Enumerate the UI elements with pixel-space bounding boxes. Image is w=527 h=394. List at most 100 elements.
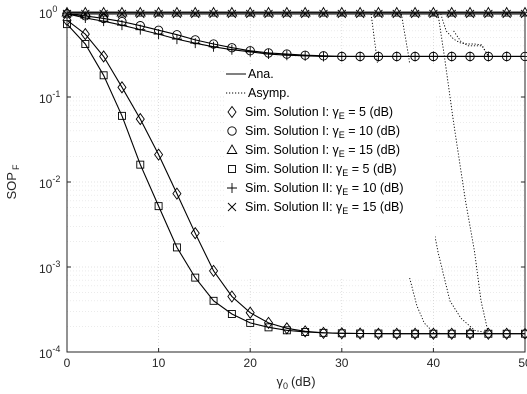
legend-entry: Sim. Solution I: γE = 10 (dB) <box>227 124 400 140</box>
diamond-marker <box>172 187 182 200</box>
square-marker <box>136 160 145 169</box>
square-marker <box>118 111 126 120</box>
diamond-marker <box>447 327 457 341</box>
x-marker <box>355 9 365 19</box>
diamond-marker <box>300 325 310 338</box>
asymptotic-curve <box>453 30 489 57</box>
plus-marker <box>135 24 146 35</box>
legend-label: Sim. Solution II: γE = 10 (dB) <box>245 181 404 197</box>
x-marker <box>209 9 218 19</box>
legend-entry: Sim. Solution I: γE = 15 (dB) <box>226 143 400 159</box>
x-axis-label: γ0 (dB) <box>276 374 315 391</box>
plus-marker <box>190 38 201 49</box>
y-axis-label: SOP F <box>4 164 21 199</box>
diamond-marker <box>117 81 127 94</box>
plus-marker <box>428 51 439 62</box>
x-marker <box>300 9 310 19</box>
x-marker <box>117 9 127 19</box>
plus-marker <box>336 51 347 62</box>
plus-marker <box>98 16 109 27</box>
plus-marker <box>410 51 421 62</box>
y-axis-label-main: SOP <box>4 172 19 199</box>
square-marker <box>209 296 218 305</box>
y-axis-label-subscript: F <box>11 164 21 170</box>
square-marker <box>319 328 328 337</box>
plus-marker <box>208 41 219 52</box>
square-marker <box>484 329 493 338</box>
diamond-marker <box>355 327 365 340</box>
x-marker <box>282 9 292 19</box>
diamond-marker <box>227 290 237 303</box>
square-marker <box>99 71 108 80</box>
legend-entry: Ana. <box>226 67 274 81</box>
legend: Ana. Asymp. Sim. Solution I: γE = 5 (dB) Si… <box>224 64 435 278</box>
square-marker <box>246 318 255 327</box>
diamond-marker <box>154 148 164 161</box>
plus-marker <box>300 50 311 61</box>
plus-marker <box>391 51 402 62</box>
x-tick-label: 10 <box>152 356 166 370</box>
x-marker <box>227 9 237 19</box>
plus-marker <box>171 34 182 45</box>
square-marker <box>411 329 420 338</box>
diamond-marker <box>99 50 109 63</box>
legend-label: Sim. Solution II: γE = 5 (dB) <box>245 162 397 178</box>
square-marker <box>337 329 346 338</box>
square-marker <box>392 329 401 338</box>
x-axis-label-subscript: 0 <box>283 381 288 391</box>
legend-entry: Sim. Solution II: γE = 15 (dB) <box>227 200 404 216</box>
diamond-marker <box>263 316 274 330</box>
square-marker <box>374 329 383 338</box>
diamond-marker <box>135 112 145 126</box>
diamond-marker <box>373 327 383 341</box>
diamond-marker <box>190 226 200 240</box>
legend-marker-triangle <box>226 144 238 154</box>
plus-marker <box>80 12 91 23</box>
plus-marker <box>263 49 274 60</box>
plus-marker <box>153 29 164 40</box>
x-marker <box>172 9 182 19</box>
plus-marker <box>355 51 366 62</box>
x-marker <box>447 9 457 19</box>
x-tick-label: 50 <box>518 356 527 370</box>
x-marker <box>81 9 90 19</box>
diamond-marker <box>392 327 402 341</box>
diamond-marker <box>410 327 420 341</box>
legend-label: Ana. <box>248 67 274 81</box>
plus-marker <box>501 51 512 62</box>
square-marker <box>191 273 200 282</box>
y-tick-label: 10-3 <box>39 259 60 276</box>
plus-marker <box>465 51 476 62</box>
square-marker <box>466 329 474 338</box>
plus-marker <box>483 51 494 62</box>
x-axis-label-symbol: γ <box>276 374 283 389</box>
y-tick-label: 10-1 <box>39 89 60 106</box>
diamond-marker <box>337 327 347 340</box>
square-marker <box>172 243 181 252</box>
legend-background <box>224 64 435 278</box>
x-tick-label: 30 <box>335 356 349 370</box>
square-marker <box>447 329 456 338</box>
plus-marker <box>446 51 457 62</box>
x-tick-label: 0 <box>64 356 71 370</box>
legend-label: Sim. Solution I: γE = 5 (dB) <box>245 105 393 121</box>
square-marker <box>81 40 90 48</box>
plus-marker <box>116 20 127 31</box>
x-tick-label: 40 <box>427 356 441 370</box>
asymptotic-curve <box>437 13 489 334</box>
legend-label: Sim. Solution I: γE = 10 (dB) <box>245 124 400 140</box>
legend-marker-diamond <box>227 105 237 119</box>
legend-marker-x <box>227 202 237 212</box>
asymptotic-curve <box>440 13 489 57</box>
square-marker <box>301 328 310 336</box>
plus-marker <box>373 51 384 62</box>
diamond-marker <box>502 327 512 341</box>
legend-label: Asymp. <box>248 86 290 100</box>
marker-series-plus <box>62 8 527 62</box>
legend-entry: Sim. Solution I: γE = 5 (dB) <box>227 105 393 121</box>
diamond-marker <box>209 264 219 278</box>
square-marker <box>264 323 273 332</box>
marker-series-x <box>62 9 527 19</box>
legend-entry: Sim. Solution II: γE = 10 (dB) <box>227 181 404 197</box>
